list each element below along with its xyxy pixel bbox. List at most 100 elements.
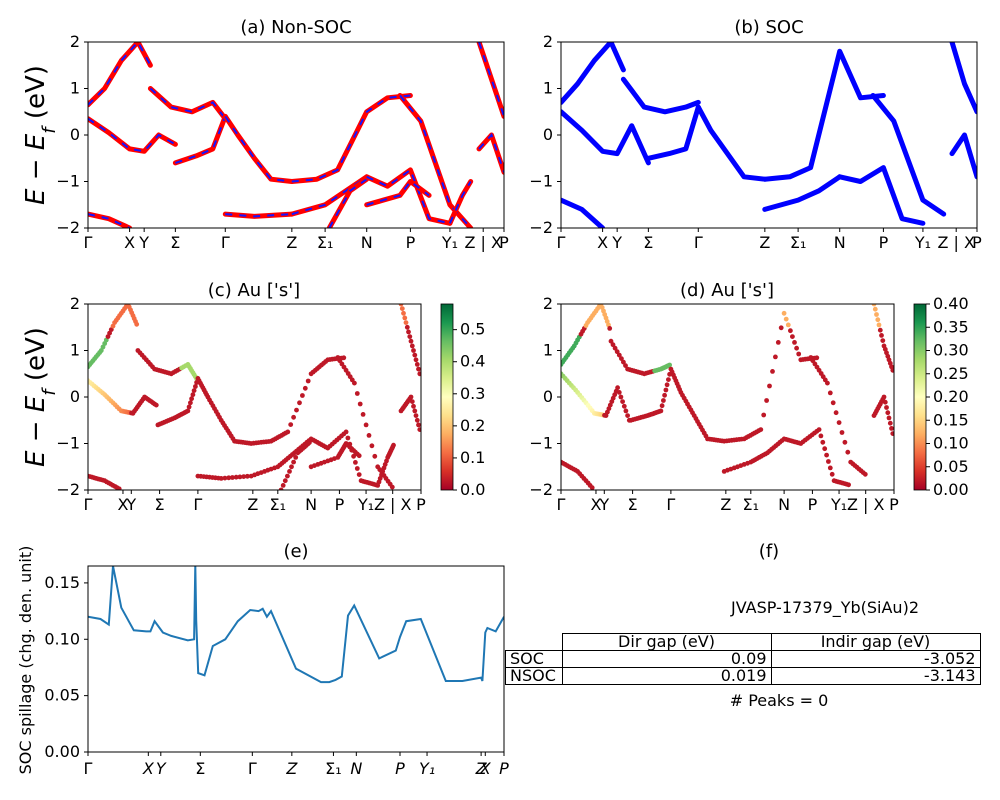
projection-point — [341, 355, 347, 361]
y-tick-label: −2 — [56, 480, 80, 499]
projection-point — [886, 415, 892, 421]
projection-point — [833, 410, 839, 416]
panel-a-frame — [87, 41, 505, 229]
y-tick-label: −1 — [56, 172, 80, 191]
projection-point — [153, 402, 159, 408]
projection-point — [188, 400, 193, 406]
projection-point — [230, 475, 235, 480]
colorbar-tick-label: 0.30 — [933, 341, 969, 360]
x-tick-label: Γ — [84, 759, 93, 778]
x-tick-label: X — [124, 233, 135, 252]
projection-point — [409, 343, 415, 349]
band-line — [289, 93, 413, 184]
projection-point — [882, 399, 888, 405]
projection-point — [618, 394, 624, 400]
projection-point — [233, 474, 239, 480]
projection-point — [785, 322, 791, 328]
projection-point — [876, 322, 882, 328]
panel-c-frame — [87, 303, 422, 491]
x-tick-label: Z | X — [464, 233, 502, 252]
projection-point — [241, 474, 247, 479]
projection-point — [343, 429, 349, 435]
x-tick-label: Σ₁ — [743, 495, 760, 514]
projection-point — [372, 453, 378, 459]
x-tick-label: Z — [285, 759, 298, 778]
projection-point — [226, 475, 232, 481]
projection-point — [607, 326, 613, 331]
x-tick-label: N — [350, 759, 362, 778]
projection-point — [794, 345, 799, 351]
band-line-dashed — [225, 213, 292, 218]
colorbar-tick-label: 0.3 — [460, 384, 485, 403]
projection-point — [218, 476, 224, 481]
projection-point — [790, 334, 795, 339]
band-line — [762, 174, 843, 212]
x-tick-label: Σ₁ — [325, 759, 342, 778]
panel-b-xaxis: Γ X Y Σ Γ Z Σ₁ N P Y₁ Z | XP — [557, 228, 982, 252]
panel-c-yaxis: −2 −1 0 1 2 — [56, 294, 88, 499]
projection-point — [761, 412, 767, 418]
x-tick-label: P — [879, 233, 889, 252]
x-tick-label: Y₁ — [914, 233, 931, 252]
colorbar-tick-label: 0.15 — [933, 410, 969, 429]
x-tick-label: Γ — [694, 233, 703, 252]
projection-point — [667, 362, 672, 368]
x-tick-label: X — [590, 495, 601, 514]
projection-point — [351, 453, 356, 459]
panel-a-yaxis: −2 −1 0 1 2 — [56, 32, 88, 237]
projection-point — [666, 377, 671, 382]
x-tick-label: Γ — [84, 233, 93, 252]
projection-point — [827, 465, 833, 471]
x-tick-label: P — [395, 759, 405, 778]
projection-point — [287, 469, 292, 474]
gap-table-cell-indir: -3.143 — [770, 667, 981, 685]
band-line — [949, 132, 977, 180]
x-tick-label: Γ — [84, 495, 93, 514]
projection-point — [412, 408, 418, 414]
x-tick-label: Z | X — [374, 495, 412, 514]
x-tick-label: Z — [759, 233, 770, 252]
projection-point — [285, 429, 291, 435]
projection-point — [842, 439, 848, 445]
panel-f: (f) JVASP-17379_Yb(SiAu)2 # Peaks = 0 — [730, 541, 919, 710]
y-tick-label: 2 — [543, 294, 553, 313]
projection-point — [770, 369, 775, 374]
projection-point — [399, 306, 405, 311]
band-line — [88, 211, 133, 228]
x-tick-label: N — [361, 233, 373, 252]
band-line-dashed — [291, 94, 411, 183]
x-tick-label: Y₁ — [357, 495, 374, 514]
projection-point — [621, 403, 627, 409]
projection-point — [408, 394, 414, 400]
band-line — [364, 167, 453, 226]
colorbar-d — [913, 303, 927, 491]
projection-point — [589, 485, 595, 490]
projection-point — [411, 348, 416, 353]
projection-point — [363, 422, 369, 428]
x-tick-label: Σ — [643, 233, 653, 252]
projection-point — [288, 422, 294, 427]
panel-a-title: (a) Non-SOC — [240, 17, 351, 38]
projection-point — [412, 352, 418, 358]
projection-point — [623, 363, 628, 368]
panel-e-title: (e) — [283, 541, 308, 562]
projection-point — [616, 390, 622, 395]
projection-point — [414, 417, 420, 423]
band-line — [762, 48, 886, 182]
x-tick-label: Γ — [666, 495, 675, 514]
band-line-dashed — [88, 42, 152, 106]
gap-table-row-label: NSOC — [505, 667, 563, 685]
projection-point — [413, 413, 419, 418]
panel-e: (e) 0.000.050.100.15 Γ X Y Σ Γ Z Σ₁ N P Y₁ ZX P SOC… — [16, 541, 509, 778]
projection-point — [401, 310, 406, 316]
colorbar-d-ticks: 0.00 0.05 0.10 0.15 0.20 0.25 0.30 0.35 0.40 — [926, 294, 969, 499]
projection-point — [189, 396, 195, 402]
x-tick-label: X — [597, 233, 608, 252]
projection-point — [291, 459, 296, 465]
panel-b-yaxis: −2 −1 0 1 2 — [529, 32, 561, 237]
x-tick-label: X — [142, 759, 155, 778]
band-line — [870, 93, 947, 217]
projection-point — [830, 400, 836, 406]
